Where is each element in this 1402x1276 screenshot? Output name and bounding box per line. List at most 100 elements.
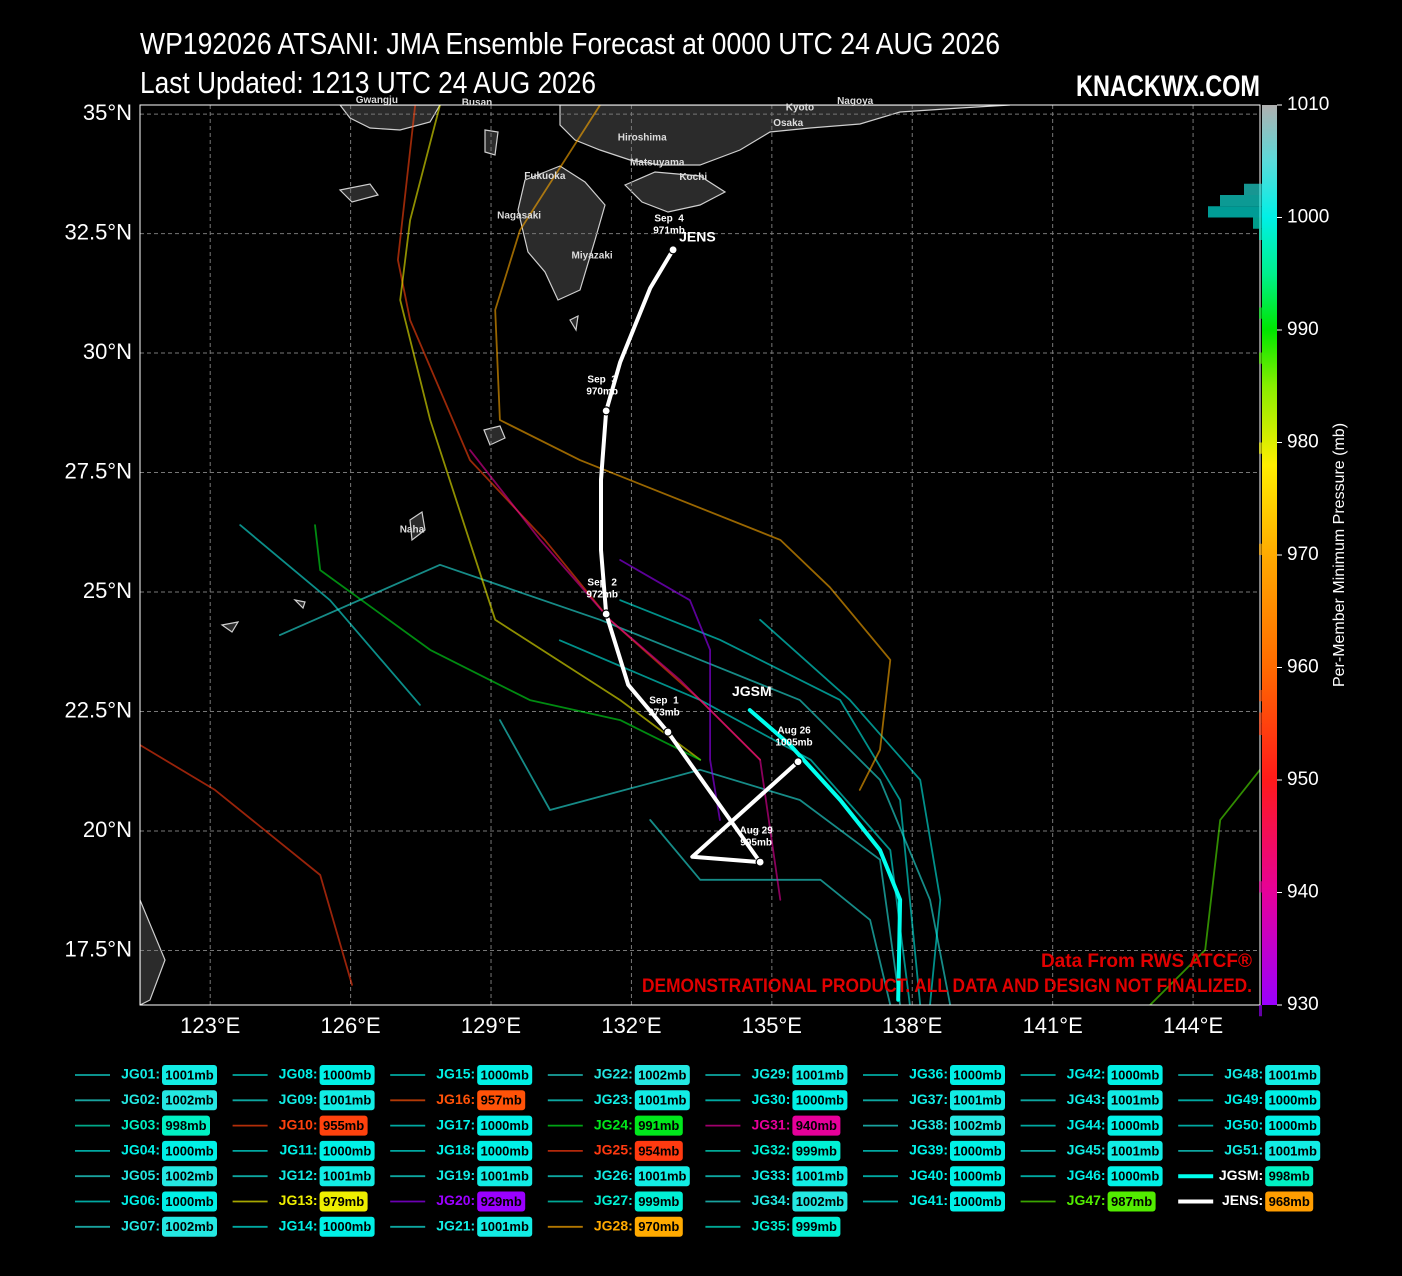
legend-pressure: 1001mb: [796, 1067, 844, 1082]
map-land: [140, 105, 1011, 1005]
legend-name: JG51:: [1224, 1142, 1263, 1158]
y-tick-label: 22.5°N: [64, 697, 132, 722]
legend-pressure: 1002mb: [953, 1118, 1001, 1133]
legend-pressure-chip: [319, 1166, 375, 1187]
point-pressure: 972mb: [586, 590, 618, 601]
map-label: Nagasaki: [497, 211, 541, 222]
legend-pressure: 1001mb: [638, 1093, 686, 1108]
legend-pressure-chip: [319, 1115, 368, 1136]
legend-name: JG42:: [1067, 1066, 1106, 1082]
land: [293, 599, 306, 610]
legend-name: JG31:: [751, 1116, 790, 1132]
legend-pressure-chip: [319, 1065, 375, 1085]
legend-pressure: 1000mb: [1268, 1118, 1316, 1133]
legend-name: JG30:: [751, 1091, 790, 1107]
legend-name: JG01:: [121, 1066, 160, 1082]
point-date: Sep 1: [649, 696, 679, 707]
legend-pressure-chip: [319, 1090, 375, 1111]
colorbar-tick-label: 950: [1287, 769, 1319, 790]
legend-name: JG11:: [279, 1142, 317, 1158]
legend-name: JG48:: [1224, 1066, 1263, 1082]
legend-pressure: 979mb: [323, 1194, 364, 1209]
point-pressure: 1005mb: [775, 737, 812, 748]
legend-name: JG35:: [751, 1218, 790, 1234]
land: [140, 899, 166, 1005]
legend-name: JG37:: [909, 1091, 948, 1107]
land: [483, 425, 506, 446]
legend-pressure: 1000mb: [1111, 1067, 1159, 1082]
member-track: [469, 449, 782, 901]
legend-pressure: 999mb: [796, 1219, 837, 1234]
legend-name: JG49:: [1224, 1091, 1263, 1107]
member-track: [239, 524, 421, 706]
map-label: Kochi: [679, 172, 707, 183]
legend-pressure-chip: [792, 1065, 848, 1085]
legend-pressure-chip: [950, 1166, 1005, 1187]
legend-pressure-chip: [950, 1140, 1005, 1161]
legend-pressure: 970mb: [638, 1219, 679, 1234]
legend-pressure-chip: [634, 1191, 683, 1212]
pressure-histogram-bar: [1253, 217, 1262, 229]
legend-pressure: 1000mb: [165, 1143, 213, 1158]
legend-pressure: 1001mb: [1111, 1143, 1159, 1158]
legend-name: JENS:: [1222, 1192, 1263, 1208]
land: [559, 105, 1011, 166]
chart-subtitle: Last Updated: 1213 UTC 24 AUG 2026: [140, 65, 596, 100]
legend-pressure: 1001mb: [638, 1169, 686, 1184]
y-tick-label: 35°N: [83, 100, 132, 125]
legend-pressure: 940mb: [796, 1118, 837, 1133]
map-label: Naha: [400, 525, 425, 536]
x-tick-label: 141°E: [1023, 1013, 1083, 1038]
legend-pressure-chip: [792, 1191, 848, 1212]
colorbar: [1262, 105, 1277, 1005]
legend-pressure-chip: [1107, 1140, 1163, 1161]
colorbar-tick-label: 930: [1287, 994, 1319, 1015]
legend-pressure-chip: [792, 1216, 841, 1237]
legend-pressure: 1000mb: [796, 1093, 844, 1108]
legend-pressure-chip: [634, 1090, 690, 1111]
legend-pressure-chip: [1107, 1065, 1163, 1085]
legend-pressure: 1000mb: [953, 1143, 1001, 1158]
member-track: [314, 524, 702, 761]
track-label: JGSM: [732, 683, 772, 699]
track-point: [663, 727, 673, 737]
legend-name: JG19:: [436, 1167, 475, 1183]
legend-pressure: 954mb: [638, 1143, 679, 1158]
map-label: Miyazaki: [572, 251, 613, 262]
x-tick-label: 144°E: [1163, 1013, 1223, 1038]
legend-pressure: 999mb: [638, 1194, 679, 1209]
pressure-histogram-bar: [1220, 195, 1262, 207]
legend-name: JG23:: [594, 1091, 633, 1107]
legend-pressure: 1000mb: [480, 1067, 528, 1082]
legend-pressure-chip: [950, 1191, 1005, 1212]
legend-name: JG41:: [909, 1192, 948, 1208]
legend-pressure: 1001mb: [165, 1067, 213, 1082]
member-track: [397, 105, 761, 761]
legend-name: JG05:: [121, 1167, 160, 1183]
point-pressure: 970mb: [586, 387, 618, 398]
legend-pressure-chip: [477, 1166, 533, 1187]
legend-pressure: 991mb: [638, 1118, 679, 1133]
legend-pressure: 968mb: [1269, 1194, 1310, 1209]
x-tick-label: 126°E: [321, 1013, 381, 1038]
legend-pressure: 1001mb: [796, 1169, 844, 1184]
colorbar-tick-label: 940: [1287, 882, 1319, 903]
legend-pressure: 1002mb: [165, 1093, 213, 1108]
legend-pressure-chip: [477, 1216, 533, 1237]
legend-name: JG33:: [751, 1167, 790, 1183]
map-label: Hiroshima: [618, 133, 667, 144]
pressure-histogram-bar: [1244, 183, 1262, 195]
legend-pressure-chip: [792, 1166, 848, 1187]
colorbar-tick-label: 970: [1287, 544, 1319, 565]
point-pressure: 973mb: [648, 708, 680, 719]
y-tick-label: 32.5°N: [64, 219, 132, 244]
member-track: [499, 719, 901, 1005]
disclaimer: DEMONSTRATIONAL PRODUCT. ALL DATA AND DE…: [642, 976, 1252, 997]
legend-name: JG03:: [121, 1116, 160, 1132]
legend-pressure-chip: [1107, 1090, 1163, 1111]
legend-name: JG22:: [594, 1066, 633, 1082]
pressure-histogram-bar: [1208, 206, 1262, 218]
chart-title: WP192026 ATSANI: JMA Ensemble Forecast a…: [140, 26, 1000, 61]
